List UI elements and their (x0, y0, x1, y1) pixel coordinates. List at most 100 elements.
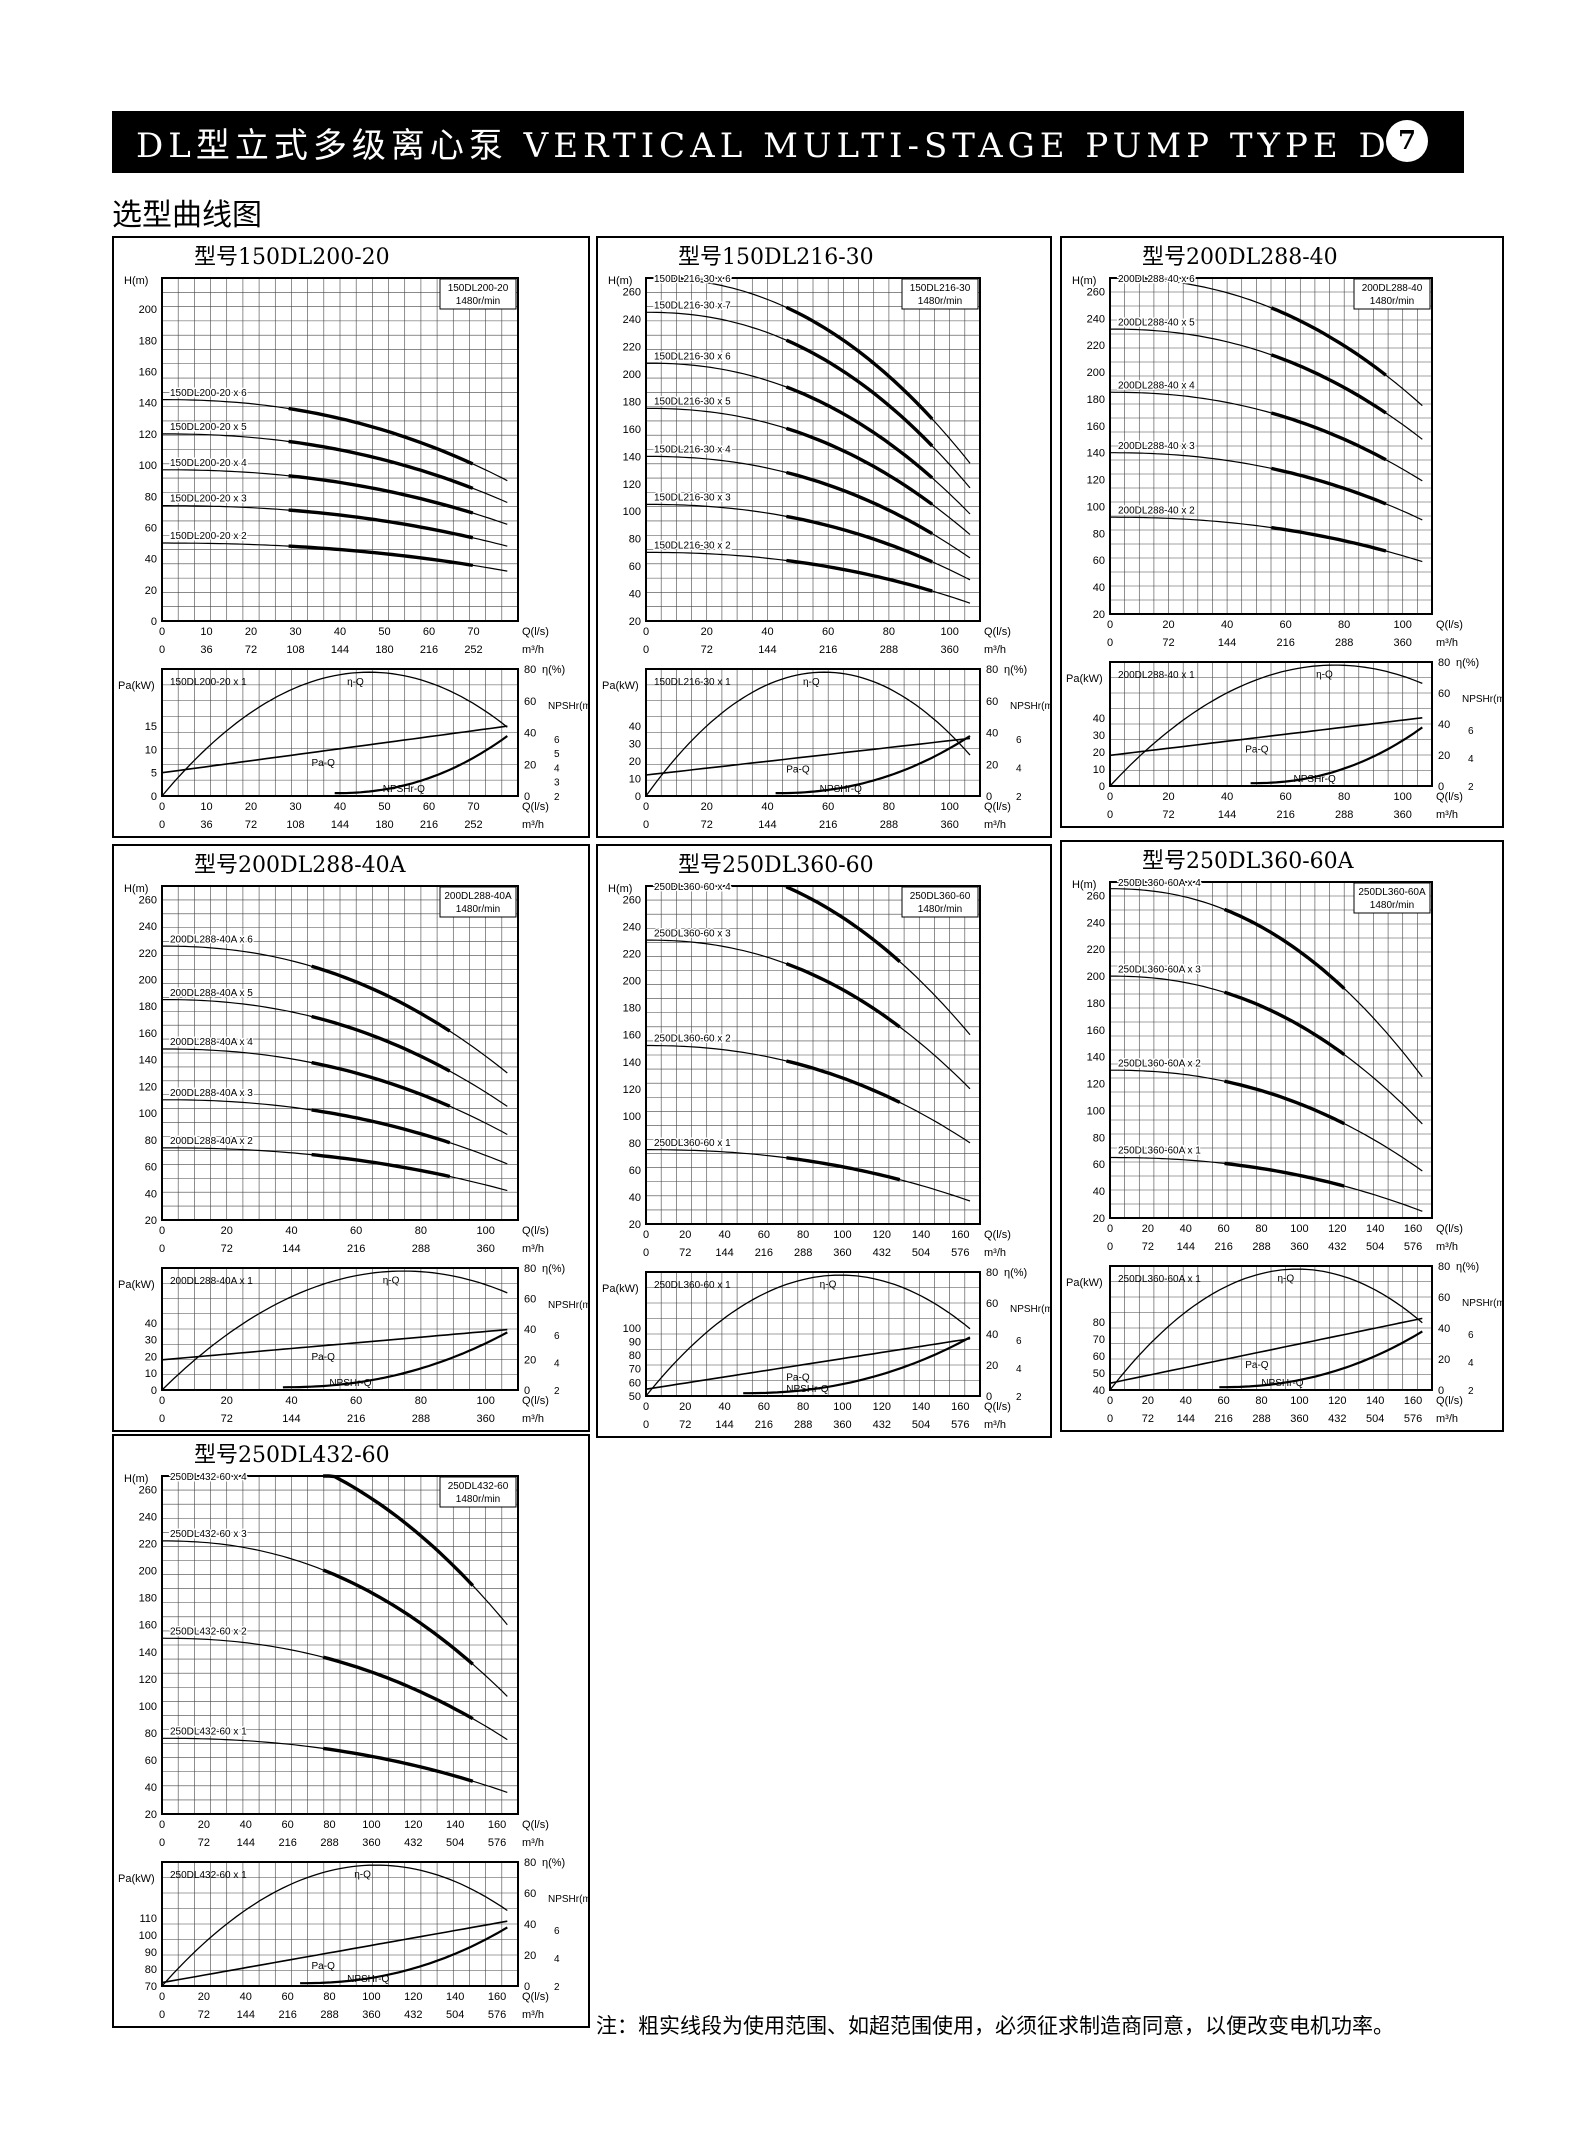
y-tick-label: 60 (1093, 1159, 1105, 1171)
series-label: 150DL216-30 x 7 (654, 301, 731, 312)
x2-tick-label: 36 (200, 819, 212, 831)
series-line (1110, 888, 1423, 1078)
x-tick-label: 140 (1366, 1395, 1384, 1407)
x-axis-label: Q(l/s) (1436, 619, 1463, 631)
x2-tick-label: 504 (1366, 1241, 1384, 1253)
x2-tick-label: 216 (278, 1837, 296, 1849)
x2-tick-label: 180 (375, 644, 393, 656)
x-tick-label: 20 (245, 626, 257, 638)
plot-frame-lower (645, 668, 981, 797)
series-line-operating (288, 406, 474, 466)
y-tick-label: 140 (139, 1055, 157, 1067)
x-tick-label: 40 (1180, 1395, 1192, 1407)
x-tick-label: 0 (643, 626, 649, 638)
pa-tick-label: 60 (629, 1377, 641, 1389)
series-label: 200DL288-40A x 4 (170, 1037, 253, 1048)
pa-axis-label: Pa(kW) (118, 1873, 155, 1885)
y-tick-label: 200 (139, 304, 157, 316)
model-label: 250DL360-60 (910, 891, 971, 902)
series-label: 150DL216-30 x 3 (654, 493, 731, 504)
eta-tick-label: 0 (524, 1385, 530, 1397)
x-tick-label: 40 (1221, 791, 1233, 803)
pa-curve-label: Pa-Q (312, 1352, 336, 1363)
eta-curve-label: η-Q (383, 1275, 400, 1286)
x2-tick-label: 288 (320, 2009, 338, 2021)
y-tick-label: 220 (1087, 944, 1105, 956)
x2-tick-label: 216 (755, 1247, 773, 1259)
eta-curve (645, 1274, 971, 1397)
model-label: 200DL288-40A (444, 891, 512, 902)
section-subtitle: 选型曲线图 (112, 198, 262, 233)
plot-frame (1109, 881, 1433, 1219)
x-tick-label: 80 (1338, 619, 1350, 631)
npsh-tick-label: 5 (554, 749, 560, 760)
series-line-operating (785, 962, 901, 1029)
x2-tick-label: 216 (347, 1243, 365, 1255)
x-tick-label: 80 (323, 1819, 335, 1831)
series-line-operating (311, 1108, 451, 1145)
x-tick-label: 60 (350, 1395, 362, 1407)
eta-curve (1109, 1268, 1423, 1391)
x2-tick-label: 72 (701, 819, 713, 831)
y-tick-label: 0 (151, 616, 157, 628)
y-tick-label: 60 (145, 522, 157, 534)
series-label: 250DL360-60 x 4 (654, 882, 731, 893)
pa-tick-label: 40 (629, 721, 641, 733)
y-tick-label: 180 (1087, 394, 1105, 406)
x-tick-label: 0 (1107, 1395, 1113, 1407)
eta-axis-label: η(%) (1456, 1261, 1479, 1273)
pa-tick-label: 20 (1093, 747, 1105, 759)
npsh-axis-label: NPSHr(m) (1462, 694, 1502, 705)
series-line (646, 1149, 971, 1202)
series-label: 150DL216-30 x 5 (654, 397, 731, 408)
x-tick-label: 20 (1162, 791, 1174, 803)
y-tick-label: 40 (1093, 582, 1105, 594)
x2-tick-label: 288 (794, 1247, 812, 1259)
x-tick-label: 0 (159, 1819, 165, 1831)
eta-tick-label: 80 (524, 1263, 536, 1275)
series-label: 150DL216-30 x 4 (654, 445, 731, 456)
x2-tick-label: 360 (1290, 1241, 1308, 1253)
x-tick-label: 100 (362, 1819, 380, 1831)
x2-tick-label: 360 (940, 644, 958, 656)
y-tick-label: 80 (629, 1138, 641, 1150)
series-line-operating (288, 544, 474, 567)
x2-tick-label: 216 (1276, 637, 1294, 649)
x-tick-label: 100 (1394, 791, 1412, 803)
y-tick-label: 120 (1087, 475, 1105, 487)
x-tick-label: 100 (940, 626, 958, 638)
x2-tick-label: 72 (221, 1243, 233, 1255)
series-line-operating (786, 558, 933, 593)
series-line (161, 1637, 508, 1741)
y-tick-label: 80 (145, 491, 157, 503)
x2-axis-label: m³/h (522, 2009, 544, 2021)
y-tick-label: 160 (139, 1028, 157, 1040)
series-line-operating (1223, 907, 1346, 990)
y-tick-label: 20 (629, 1219, 641, 1231)
x2-tick-label: 432 (1328, 1413, 1346, 1425)
x-axis-label: Q(l/s) (1436, 1395, 1463, 1407)
x-tick-label: 60 (423, 801, 435, 813)
x-tick-label: 60 (350, 1225, 362, 1237)
x-tick-label: 70 (467, 626, 479, 638)
x2-tick-label: 216 (420, 644, 438, 656)
series-line-operating (1270, 411, 1387, 462)
x-tick-label: 80 (1255, 1223, 1267, 1235)
x-tick-label: 0 (643, 1401, 649, 1413)
x-tick-label: 120 (1328, 1223, 1346, 1235)
lower-model-label: 250DL360-60 x 1 (654, 1280, 731, 1291)
x2-tick-label: 0 (643, 1247, 649, 1259)
x-tick-label: 60 (758, 1401, 770, 1413)
speed-label: 1480r/min (456, 1494, 500, 1505)
series-label: 250DL432-60 x 4 (170, 1472, 247, 1483)
x2-axis-label: m³/h (1436, 809, 1458, 821)
y-tick-label: 20 (145, 1809, 157, 1821)
y-tick-label: 40 (145, 1782, 157, 1794)
x-tick-label: 80 (415, 1225, 427, 1237)
plot-frame (1109, 277, 1433, 615)
eta-tick-label: 40 (524, 1919, 536, 1931)
x-tick-label: 160 (488, 1991, 506, 2003)
x2-axis-label: m³/h (522, 1243, 544, 1255)
x2-tick-label: 144 (331, 819, 349, 831)
x-axis-label: Q(l/s) (522, 1225, 549, 1237)
